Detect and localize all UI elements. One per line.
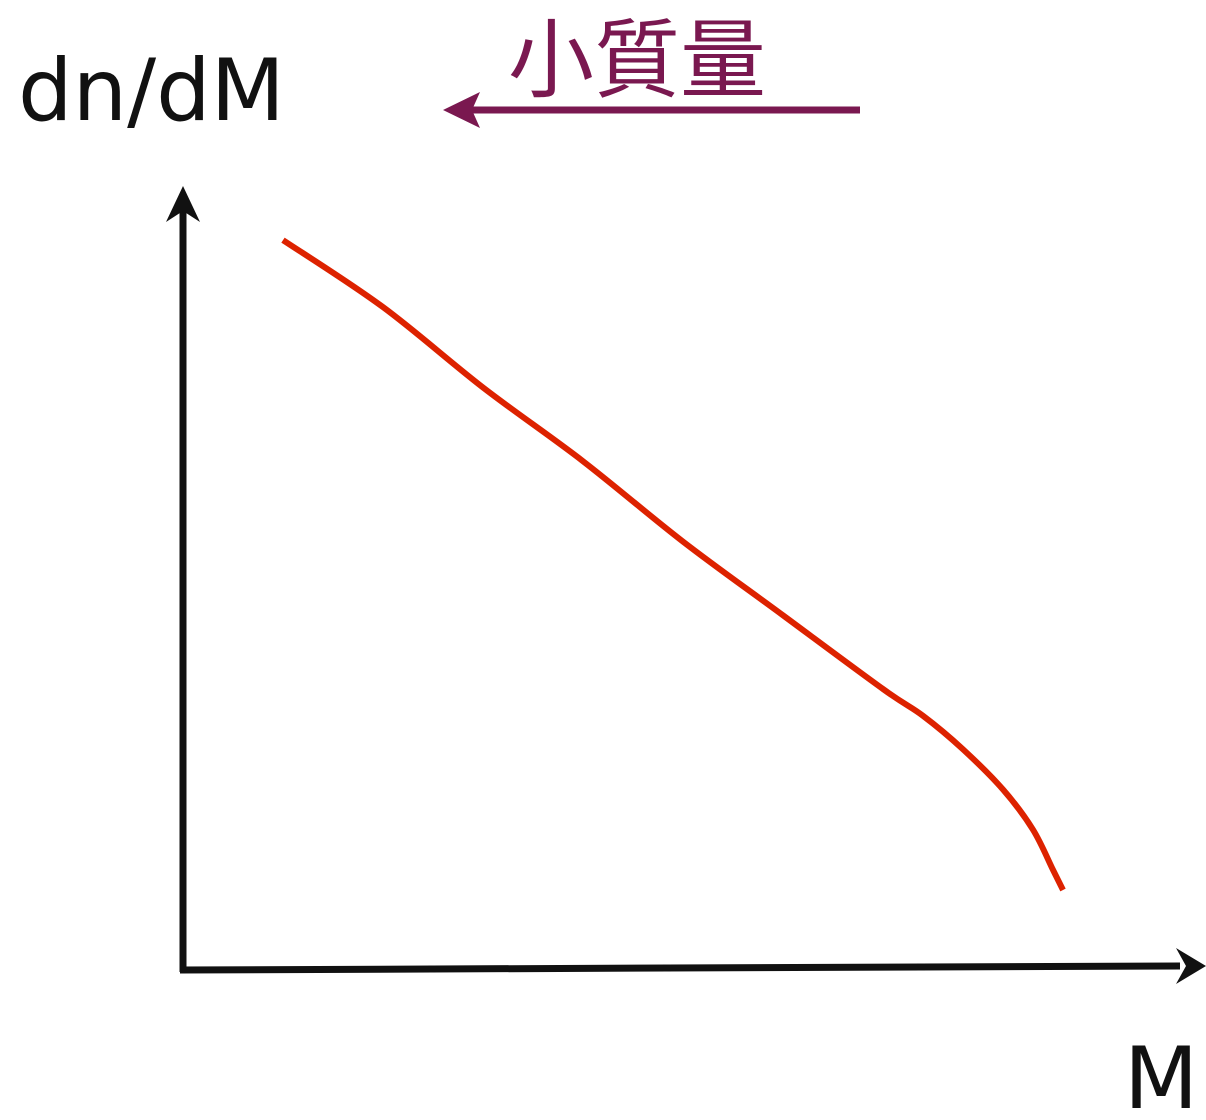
series-line-0 <box>281 237 1066 892</box>
x-axis-line <box>179 962 1181 974</box>
x-axis-arrowhead <box>1176 948 1206 984</box>
annotation-text: 小質量 <box>508 11 766 111</box>
y-axis-arrowhead <box>166 186 200 222</box>
y-axis-label: dn/dM <box>18 41 285 141</box>
x-axis-label: M <box>1124 1029 1198 1120</box>
series-layer <box>281 237 1066 892</box>
annotation-arrowhead-left <box>443 92 480 128</box>
